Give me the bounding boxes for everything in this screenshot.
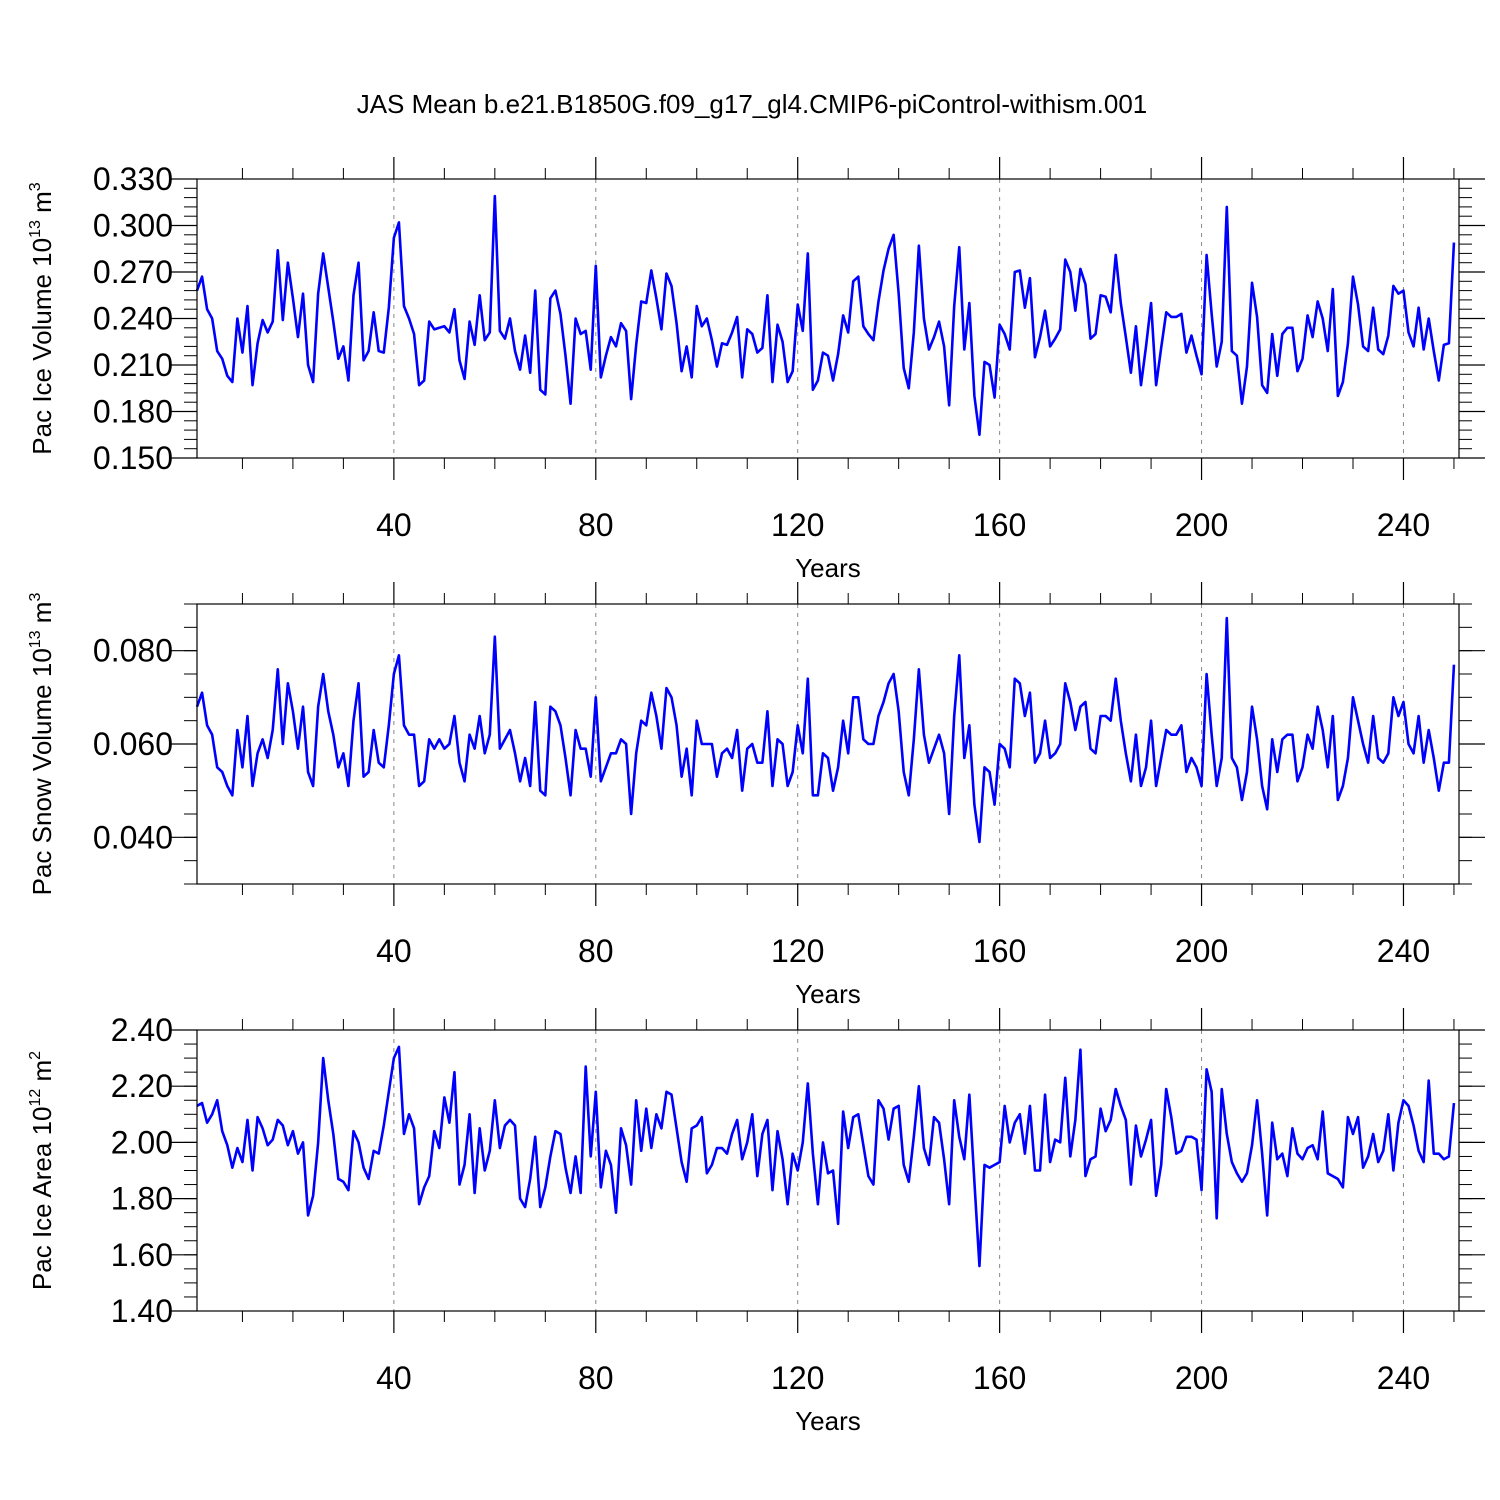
- y-axis-label-superscript: 13: [27, 630, 44, 648]
- y-axis-label-text: m: [27, 1060, 57, 1089]
- x-tick-label: 160: [973, 1360, 1026, 1396]
- y-tick-label: 0.240: [93, 301, 173, 337]
- series-line-pac-snow-volume: [195, 616, 1456, 844]
- y-axis-label-superscript: 3: [27, 593, 44, 602]
- x-tick-label: 120: [771, 1360, 824, 1396]
- x-tick-label: 240: [1377, 1360, 1430, 1396]
- x-axis-label: Years: [795, 553, 861, 583]
- x-tick-label: 40: [376, 507, 412, 543]
- y-axis-label-superscript: 2: [27, 1051, 44, 1060]
- x-axis-label: Years: [795, 1406, 861, 1436]
- series-line-pac-ice-volume: [195, 194, 1456, 437]
- series-line-pac-ice-area: [196, 1045, 1456, 1268]
- y-axis-label-text: m: [27, 602, 57, 631]
- x-tick-label: 240: [1377, 507, 1430, 543]
- y-tick-label: 1.60: [111, 1237, 173, 1273]
- x-tick-label: 80: [578, 933, 614, 969]
- figure-title: JAS Mean b.e21.B1850G.f09_g17_gl4.CMIP6-…: [357, 89, 1148, 119]
- y-tick-label: 0.180: [93, 394, 173, 430]
- y-axis-label-text: Pac Ice Area 10: [27, 1107, 57, 1291]
- y-tick-label: 0.150: [93, 440, 173, 476]
- y-axis-label-superscript: 13: [27, 220, 44, 238]
- x-tick-label: 80: [578, 1360, 614, 1396]
- chart-panel-2: 40 80 120 160 200 240 0.040 0.060 0.080 Years Pac …: [27, 582, 1485, 1009]
- y-tick-label: 0.040: [93, 819, 173, 855]
- y-tick-label: 0.270: [93, 254, 173, 290]
- y-tick-label: 0.300: [93, 208, 173, 244]
- y-tick-label: 1.40: [111, 1293, 173, 1329]
- y-axis-label: Pac Snow Volume 1013 m3: [27, 593, 57, 896]
- y-tick-label: 0.060: [93, 726, 173, 762]
- chart-panel-1: 40 80 120 160 200 240 0.150 0.180 0.210 0.240 0.27…: [27, 157, 1485, 583]
- y-tick-label: 0.210: [93, 347, 173, 383]
- y-axis-label-text: m: [27, 191, 57, 220]
- x-tick-label: 40: [376, 1360, 412, 1396]
- y-tick-label: 0.330: [93, 161, 173, 197]
- x-tick-label: 160: [973, 933, 1026, 969]
- y-tick-label: 2.20: [111, 1068, 173, 1104]
- y-axis-label-text: Pac Ice Volume 10: [27, 238, 57, 455]
- x-tick-label: 120: [771, 933, 824, 969]
- y-axis-label-text: Pac Snow Volume 10: [27, 648, 57, 895]
- panels: 40 80 120 160 200 2400.1500.1800.2100.2400.27…: [27, 157, 1485, 1436]
- y-axis-label: Pac Ice Area 1012 m2: [27, 1051, 57, 1290]
- x-tick-label: 160: [973, 507, 1026, 543]
- x-tick-label: 240: [1377, 933, 1430, 969]
- y-tick-label: 1.80: [111, 1181, 173, 1217]
- y-tick-label: 0.080: [93, 633, 173, 669]
- x-tick-label: 80: [578, 507, 614, 543]
- x-tick-label: 40: [376, 933, 412, 969]
- x-tick-label: 200: [1175, 1360, 1228, 1396]
- y-tick-label: 2.00: [111, 1124, 173, 1160]
- x-tick-label: 120: [771, 507, 824, 543]
- y-axis-label: Pac Ice Volume 1013 m3: [27, 182, 57, 455]
- x-axis-label: Years: [795, 979, 861, 1009]
- y-axis-label-superscript: 3: [27, 182, 44, 191]
- y-axis-label-superscript: 12: [27, 1089, 44, 1107]
- y-tick-label: 2.40: [111, 1012, 173, 1048]
- x-tick-label: 200: [1175, 933, 1228, 969]
- x-tick-label: 200: [1175, 507, 1228, 543]
- chart-panel-3: 40 80 120 160 200 240 1.40 1.60 1.80 2.00 2.20 2.40…: [27, 1008, 1485, 1436]
